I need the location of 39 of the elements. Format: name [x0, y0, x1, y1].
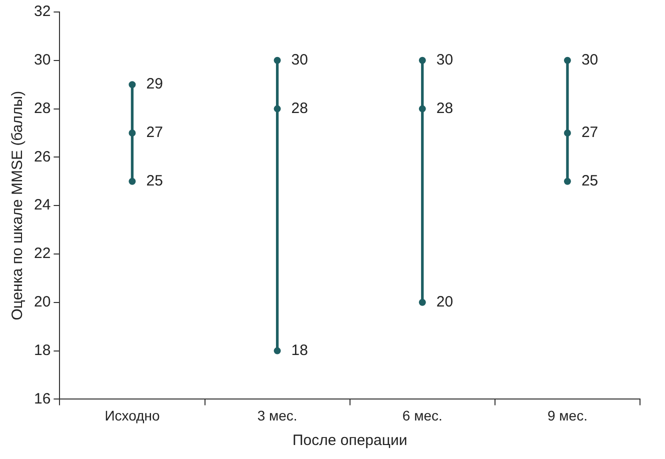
data-label: 25 — [581, 172, 598, 190]
y-tick-label: 18 — [34, 342, 51, 359]
point — [274, 105, 281, 112]
point — [128, 178, 136, 185]
point — [274, 347, 281, 354]
point — [128, 130, 136, 136]
y-tick-label: 30 — [34, 52, 51, 69]
y-axis-title: Оценка по шкале MMSE (баллы) — [9, 90, 26, 320]
data-label: 27 — [581, 124, 598, 142]
x-tick-label: Исходно — [104, 407, 160, 424]
y-tick-label: 16 — [34, 390, 51, 408]
x-tick-label: 9 мес. — [547, 407, 588, 424]
data-label: 28 — [436, 100, 454, 117]
data-label: 20 — [436, 294, 454, 311]
data-label: 18 — [291, 342, 308, 359]
point — [128, 81, 136, 88]
point — [418, 56, 426, 64]
point — [418, 105, 426, 112]
y-tick-label: 22 — [34, 245, 51, 262]
point — [418, 298, 426, 306]
y-tick-label: 32 — [34, 3, 51, 20]
x-tick-label: 3 мес. — [257, 407, 298, 424]
point — [564, 130, 571, 136]
data-label: 30 — [436, 52, 454, 69]
data-label: 25 — [146, 172, 163, 190]
point — [564, 178, 571, 185]
y-tick-label: 28 — [34, 100, 51, 117]
data-label: 30 — [291, 52, 308, 69]
y-tick-label: 24 — [34, 196, 51, 214]
point — [564, 56, 571, 64]
data-label: 27 — [146, 124, 163, 142]
y-tick-label: 20 — [34, 294, 51, 311]
data-label: 29 — [146, 76, 163, 93]
y-tick-label: 26 — [34, 148, 51, 166]
x-axis-title: После операции — [292, 432, 408, 450]
data-label: 30 — [581, 52, 598, 69]
data-label: 28 — [291, 100, 308, 117]
x-tick-label: 6 мес. — [402, 407, 442, 424]
point — [274, 56, 281, 64]
